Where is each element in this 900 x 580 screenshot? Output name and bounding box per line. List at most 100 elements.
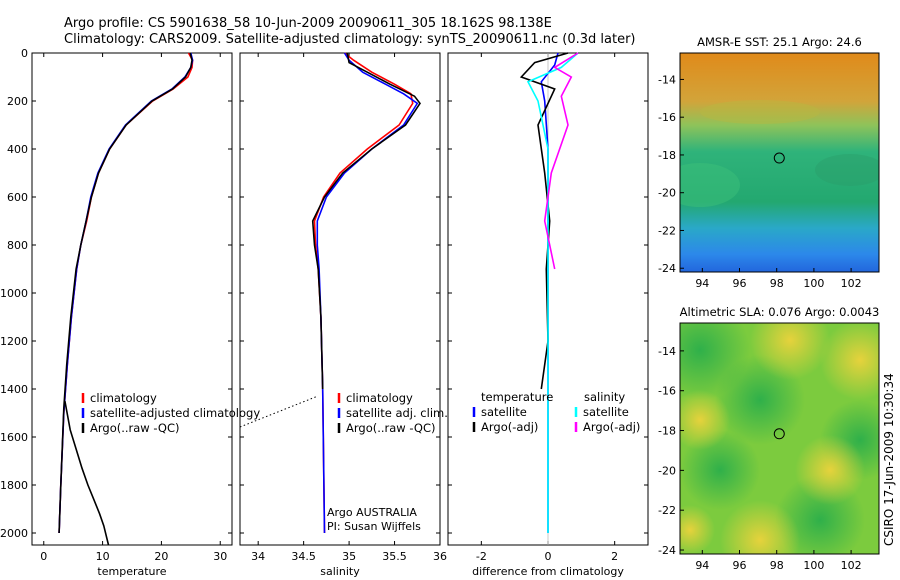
y-tick-label: 2000	[0, 527, 28, 540]
legend-label: satellite	[583, 405, 629, 419]
legend-label: climatology	[90, 391, 157, 405]
legend-heading: salinity	[584, 390, 625, 404]
x-tick-label: 0	[40, 550, 47, 563]
y-tick-label: -24	[658, 544, 676, 557]
sla-patch	[750, 323, 830, 380]
x-axis-label: difference from climatology	[472, 565, 624, 578]
sla-map-field	[680, 323, 879, 554]
sst-map-field	[680, 53, 879, 272]
series-line	[543, 52, 579, 270]
y-tick-label: 1400	[0, 383, 28, 396]
y-tick-label: 0	[21, 47, 28, 60]
salinity-annotation: PI: Susan Wijffels	[327, 520, 421, 533]
y-tick-label: -18	[658, 149, 676, 162]
x-axis-label: salinity	[320, 565, 360, 578]
legend-label: satellite-adjusted climatology	[90, 406, 260, 420]
y-tick-label: -22	[658, 224, 676, 237]
y-tick-label: -18	[658, 425, 676, 438]
legend-label: climatology	[346, 391, 413, 405]
sla-patch	[680, 390, 730, 450]
sla-map-frame	[679, 322, 880, 555]
map-title: AMSR-E SST: 25.1 Argo: 24.6	[697, 35, 862, 49]
series-line	[64, 400, 110, 546]
temperature-panel-frame	[31, 52, 233, 546]
series-line	[519, 52, 569, 390]
x-tick-label: 94	[695, 559, 709, 572]
x-axis-label: temperature	[97, 565, 166, 578]
x-tick-label: 20	[154, 550, 168, 563]
y-tick-label: -14	[658, 73, 676, 86]
legend-label: Argo(-adj)	[481, 420, 538, 434]
sla-map: 94 96 98 100 102 -24 -22 -20 -18 -16 -14 Altimetric…	[658, 305, 880, 572]
sst-patch	[700, 100, 820, 124]
x-tick-label: -2	[476, 550, 487, 563]
x-tick-label: 36	[433, 550, 447, 563]
series-line	[526, 52, 579, 533]
argo-location-marker	[773, 428, 785, 440]
y-tick-label: 400	[7, 143, 28, 156]
series-line	[313, 52, 414, 534]
x-tick-label: 96	[733, 277, 747, 290]
sla-patch	[820, 323, 879, 400]
x-tick-label: 96	[733, 559, 747, 572]
sla-patch	[680, 505, 715, 554]
sst-map: 94 96 98 100 102 -24 -22 -20 -18 -16 -14 AMSR-E SST…	[658, 35, 880, 290]
x-tick-label: 98	[770, 559, 784, 572]
salinity-panel-frame	[239, 52, 441, 546]
x-tick-label: 94	[695, 277, 709, 290]
y-tick-label: -22	[658, 504, 676, 517]
y-tick-label: 1200	[0, 335, 28, 348]
x-tick-label: 102	[841, 559, 862, 572]
side-label: CSIRO 17-Jun-2009 10:30:34	[882, 373, 896, 546]
sla-patch	[795, 435, 865, 505]
x-tick-label: 30	[213, 550, 227, 563]
x-tick-label: 2	[611, 550, 618, 563]
y-tick-label: 1600	[0, 431, 28, 444]
salinity-annotation: Argo AUSTRALIA	[327, 506, 417, 519]
y-tick-label: 600	[7, 191, 28, 204]
difference-legend: temperature salinitysatelliteArgo(-adj)sa…	[472, 390, 640, 434]
x-tick-label: 98	[770, 277, 784, 290]
y-tick-label: 200	[7, 95, 28, 108]
x-tick-label: 35.5	[382, 550, 407, 563]
y-tick-label: -24	[658, 262, 676, 275]
sst-map-frame	[679, 52, 880, 273]
legend-label: Argo(-adj)	[583, 420, 640, 434]
sst-patch	[815, 154, 879, 186]
salinity-panel: 34 34.5 35 35.5 36 salinity	[239, 52, 447, 578]
y-tick-label: -16	[658, 385, 676, 398]
figure-title-line2: Climatology: CARS2009. Satellite-adjuste…	[64, 32, 636, 47]
x-tick-label: 10	[96, 550, 110, 563]
y-tick-label: 800	[7, 239, 28, 252]
x-tick-label: 35	[342, 550, 356, 563]
y-tick-label: -14	[658, 345, 676, 358]
x-tick-label: 0	[545, 550, 552, 563]
legend-label: Argo(..raw -QC)	[346, 421, 436, 435]
y-tick-label: -20	[658, 464, 676, 477]
x-tick-label: 34	[251, 550, 265, 563]
legend-label: satellite	[481, 405, 527, 419]
temperature-panel: 0 10 20 30 0 200 400 600 800 1000 1200 1400 1600 1800…	[0, 47, 233, 578]
figure-title-line1: Argo profile: CS 5901638_58 10-Jun-2009 …	[64, 16, 552, 31]
x-tick-label: 100	[803, 277, 824, 290]
series-line	[316, 52, 419, 534]
sst-field	[680, 53, 879, 272]
legend-label: satellite adj. clim.	[346, 406, 448, 420]
y-tick-label: 1000	[0, 287, 28, 300]
difference-panel: -2 0 2 difference from climatology	[447, 52, 649, 578]
map-title: Altimetric SLA: 0.076 Argo: 0.0043	[680, 305, 880, 319]
argo-location-marker	[773, 152, 785, 164]
legend-label: Argo(..raw -QC)	[90, 421, 180, 435]
y-tick-label: -20	[658, 187, 676, 200]
sst-patch	[680, 163, 740, 207]
y-tick-label: 1800	[0, 479, 28, 492]
x-tick-label: 102	[841, 277, 862, 290]
y-tick-label: -16	[658, 111, 676, 124]
series-line	[311, 52, 421, 390]
sla-patch	[720, 500, 800, 554]
series-line	[58, 52, 193, 534]
